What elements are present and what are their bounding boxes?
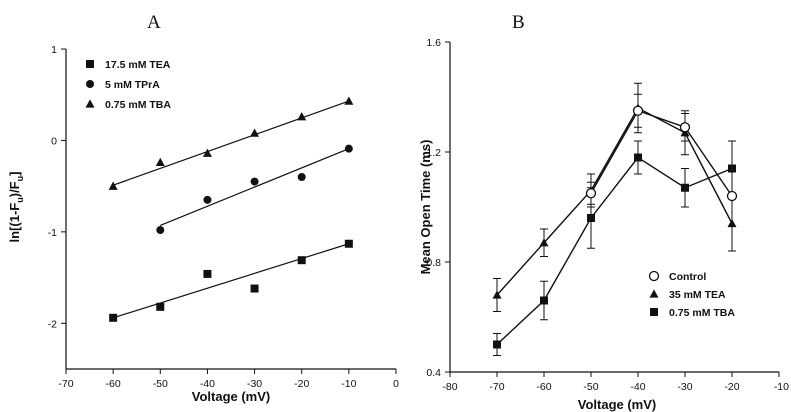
- panel-a-y-label-sub2: u: [15, 176, 25, 182]
- panel-b-y-tick-label: 1.2: [426, 147, 441, 159]
- panel-a-y-label-part2: )/F: [7, 181, 22, 197]
- panel-a-label: A: [147, 12, 161, 33]
- panel-a-y-tick-label: 1: [51, 44, 57, 56]
- series-line-control: [590, 109, 733, 197]
- panel-a-x-tick-label: -30: [247, 378, 262, 390]
- panel-b: B -80 -70 -60 -50 -40 -30 -20 -10 0.40.81.21.6 …: [418, 12, 789, 412]
- panel-b-y-ticks: 0.4 0.8 1.2 1.6: [426, 37, 450, 379]
- panel-a-y-label-part1: ln[(1-F: [7, 203, 22, 243]
- data-point-17-5-mm-tea: [344, 239, 353, 248]
- data-point-17-5-mm-tea: [109, 313, 118, 322]
- panel-b-x-tick-label: -40: [630, 381, 645, 393]
- legend-label-35-mm-tea: 35 mM TEA: [669, 289, 726, 301]
- legend-label-17-5-mm-tea: 17.5 mM TEA: [105, 59, 171, 71]
- panel-b-y-tick-label: 0.4: [426, 367, 441, 379]
- panel-b-points: [492, 103, 738, 349]
- panel-b-y-tick-label: 0.8: [426, 257, 441, 269]
- panel-a-y-label-sub1: u: [15, 197, 25, 203]
- panel-a-x-tick-label: -60: [106, 378, 121, 390]
- panel-b-x-axis-label: Voltage (mV): [578, 397, 657, 412]
- series-line-0-75-mm-tba: [496, 156, 733, 346]
- panel-b-x-tick-label: -60: [536, 381, 551, 393]
- panel-a-x-tick-label: -40: [200, 378, 215, 390]
- legend-marker-0-75-mm-tba: [85, 99, 95, 108]
- data-point-control: [726, 190, 738, 202]
- panel-b-x-ticks: -80 -70 -60 -50 -40 -30 -20 -10: [442, 372, 789, 393]
- data-point-0-75-mm-tba: [108, 181, 118, 190]
- panel-a-fit-lines: [112, 100, 350, 319]
- data-point-35-mm-tea: [539, 238, 549, 247]
- data-point-0-75-mm-tba: [155, 157, 165, 167]
- panel-a-x-tick-label: 0: [393, 378, 399, 390]
- panel-a-x-axis-label: Voltage (mV): [192, 389, 271, 404]
- series-line-35-mm-tea: [496, 107, 733, 296]
- panel-a-y-tick-label: -2: [48, 318, 57, 330]
- data-point-5-mm-tpra: [156, 226, 165, 235]
- data-point-0-75-mm-tba: [344, 96, 354, 105]
- legend-label-control: Control: [669, 271, 706, 283]
- data-point-control: [585, 188, 597, 199]
- legend-label-5-mm-tpra: 5 mM TPrA: [105, 79, 160, 91]
- data-point-0-75-mm-tba: [202, 148, 212, 157]
- panel-a-y-tick-label: -1: [48, 227, 57, 239]
- panel-a-x-tick-label: -70: [58, 378, 73, 390]
- panel-a-points: [108, 96, 354, 322]
- data-point-17-5-mm-tea: [156, 302, 165, 311]
- panel-a-x-tick-label: -20: [294, 378, 309, 390]
- panel-b-x-tick-label: -50: [583, 381, 598, 393]
- data-point-17-5-mm-tea: [297, 256, 306, 265]
- panel-a-x-tick-label: -10: [341, 378, 356, 390]
- panel-b-x-tick-label: -30: [677, 381, 692, 393]
- panel-a: A -70 -60 -50 -40 -30 -20 -10 0 -2-101 17.5 mM …: [7, 12, 399, 404]
- data-point-control: [632, 105, 644, 116]
- data-point-0-75-mm-tba: [493, 340, 501, 349]
- panel-b-x-tick-label: -80: [442, 381, 457, 393]
- data-point-17-5-mm-tea: [250, 284, 259, 293]
- data-point-0-75-mm-tba: [587, 214, 595, 222]
- panel-a-x-tick-label: -50: [153, 378, 168, 390]
- panel-b-legend: Control 35 mM TEA 0.75 mM TBA: [648, 270, 735, 319]
- panel-b-x-tick-label: -20: [724, 381, 739, 393]
- panel-b-y-axis-label: Mean Open Time (ms): [418, 140, 433, 275]
- data-point-17-5-mm-tea: [203, 269, 212, 278]
- fit-line-17-5-mm-tea: [112, 243, 350, 319]
- panel-a-y-label-part3: ]: [7, 172, 22, 176]
- legend-marker-0-75-mm-tba: [650, 308, 658, 316]
- fit-line-5-mm-tpra: [160, 148, 350, 227]
- data-point-35-mm-tea: [727, 218, 737, 228]
- data-point-0-75-mm-tba: [728, 164, 736, 173]
- panel-a-y-tick-label: 0: [51, 135, 57, 147]
- data-point-5-mm-tpra: [297, 173, 306, 181]
- legend-marker-5-mm-tpra: [86, 80, 94, 88]
- data-point-0-75-mm-tba: [250, 128, 260, 137]
- data-point-35-mm-tea: [492, 290, 502, 299]
- data-point-5-mm-tpra: [250, 177, 259, 186]
- data-point-5-mm-tpra: [344, 144, 353, 153]
- panel-a-legend: 17.5 mM TEA 5 mM TPrA 0.75 mM TBA: [85, 59, 171, 111]
- fit-line-0-75-mm-tba: [112, 100, 350, 186]
- data-point-0-75-mm-tba: [297, 112, 307, 121]
- legend-marker-35-mm-tea: [649, 289, 659, 298]
- legend-label-0-75-mm-tba: 0.75 mM TBA: [669, 307, 735, 319]
- data-point-0-75-mm-tba: [681, 183, 689, 192]
- panel-b-y-tick-label: 1.6: [426, 37, 441, 49]
- panel-b-label: B: [512, 12, 525, 33]
- data-point-control: [679, 122, 691, 133]
- legend-marker-17-5-mm-tea: [86, 60, 94, 68]
- legend-label-0-75-mm-tba: 0.75 mM TBA: [105, 99, 171, 111]
- data-point-0-75-mm-tba: [540, 296, 548, 305]
- data-point-0-75-mm-tba: [634, 153, 642, 162]
- panel-b-x-tick-label: -10: [774, 381, 789, 393]
- data-point-5-mm-tpra: [203, 195, 212, 204]
- panel-b-x-tick-label: -70: [489, 381, 504, 393]
- panel-b-series-lines: [496, 107, 733, 346]
- panel-a-y-axis-label: ln[(1-Fu)/Fu]: [7, 172, 25, 243]
- panel-a-y-ticks: -2 -1 0 1: [48, 44, 66, 330]
- panel-a-x-ticks: -70 -60 -50 -40 -30 -20 -10 0: [58, 369, 399, 390]
- legend-marker-control: [648, 270, 660, 282]
